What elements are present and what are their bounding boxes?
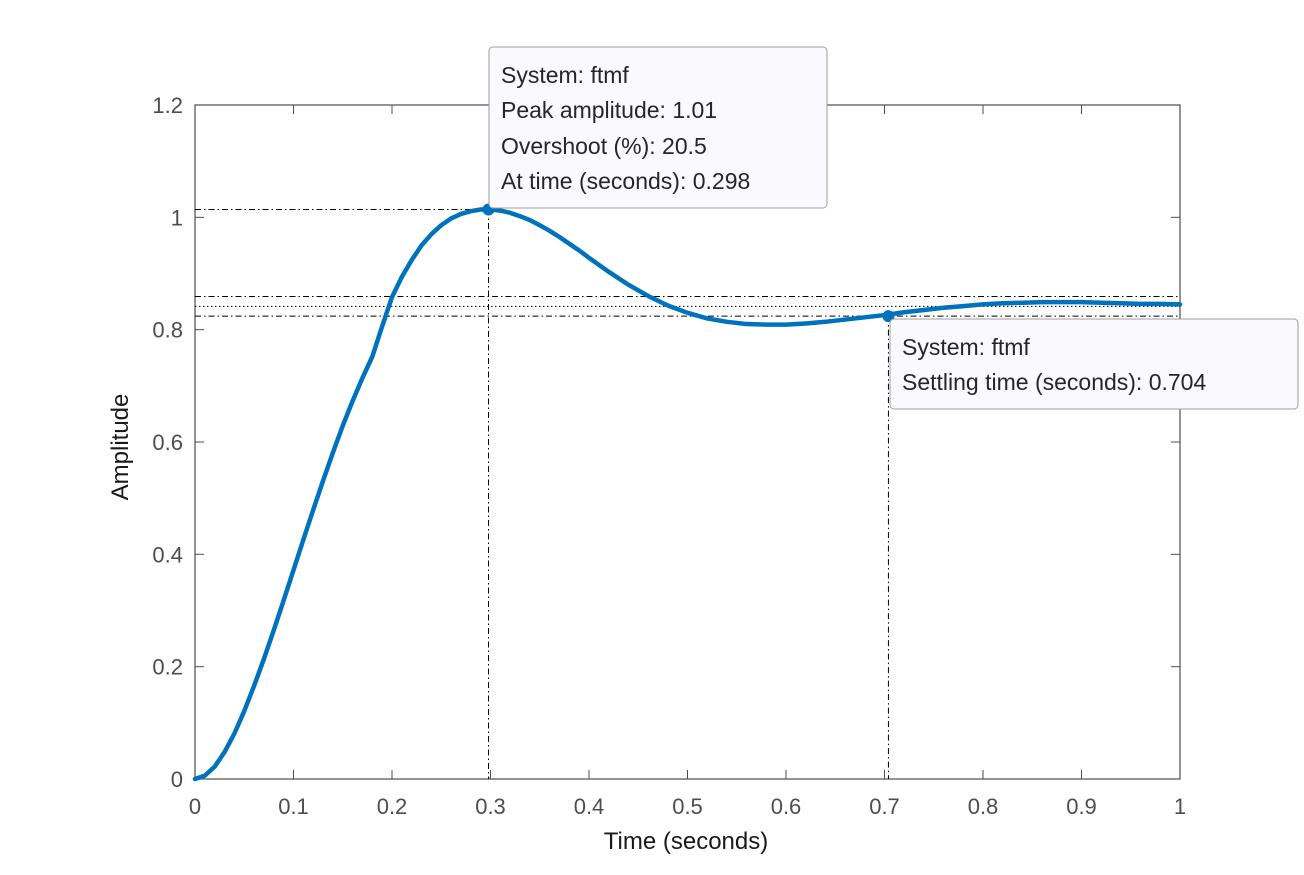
y-tick-label: 0 <box>171 767 183 792</box>
peak-datatip-line: System: ftmf <box>501 62 629 88</box>
settling-datatip[interactable]: System: ftmf Settling time (seconds): 0.… <box>889 318 1299 410</box>
y-tick-label: 1.2 <box>152 93 183 118</box>
x-tick-label: 0.8 <box>968 794 999 819</box>
x-tick-label: 0.4 <box>574 794 605 819</box>
series-layer <box>192 207 1183 782</box>
x-tick-label: 0.5 <box>672 794 703 819</box>
x-tick-label: 0.2 <box>377 794 408 819</box>
y-tick-label: 0.2 <box>152 655 183 680</box>
step-response-line <box>192 207 1183 782</box>
x-tick-label: 0 <box>189 794 201 819</box>
peak-datatip-line: At time (seconds): 0.298 <box>501 168 750 194</box>
plot-area <box>194 104 1181 780</box>
y-axis-label: Amplitude <box>107 394 134 501</box>
peak-datatip-box <box>488 46 828 209</box>
x-tick-label: 0.1 <box>278 794 309 819</box>
datatip-marker <box>882 310 895 323</box>
settling-datatip-line: System: ftmf <box>902 334 1030 360</box>
x-tick-label: 0.9 <box>1066 794 1097 819</box>
x-tick-label: 0.3 <box>475 794 506 819</box>
y-tick-label: 1 <box>171 205 183 230</box>
x-axis-label: Time (seconds) <box>604 828 768 855</box>
y-tick-label: 0.6 <box>152 430 183 455</box>
y-tick-label: 0.8 <box>152 318 183 343</box>
x-tick-label: 0.7 <box>869 794 900 819</box>
x-tick-label: 0.6 <box>771 794 802 819</box>
settling-datatip-line: Settling time (seconds): 0.704 <box>902 369 1206 395</box>
settling-datatip-box <box>889 318 1299 410</box>
peak-datatip-line: Peak amplitude: 1.01 <box>501 97 717 123</box>
peak-datatip-line: Overshoot (%): 20.5 <box>501 133 707 159</box>
x-tick-label: 1 <box>1174 794 1186 819</box>
peak-datatip[interactable]: System: ftmf Peak amplitude: 1.01 Oversh… <box>488 46 828 209</box>
axis-ticks: 0 0.1 0.2 0.3 0.4 0.5 0.6 0.7 0.8 0.9 1 0 0.2 0.4 0.6 0… <box>152 93 1186 819</box>
reference-lines <box>195 208 1180 779</box>
y-tick-label: 0.4 <box>152 542 183 567</box>
